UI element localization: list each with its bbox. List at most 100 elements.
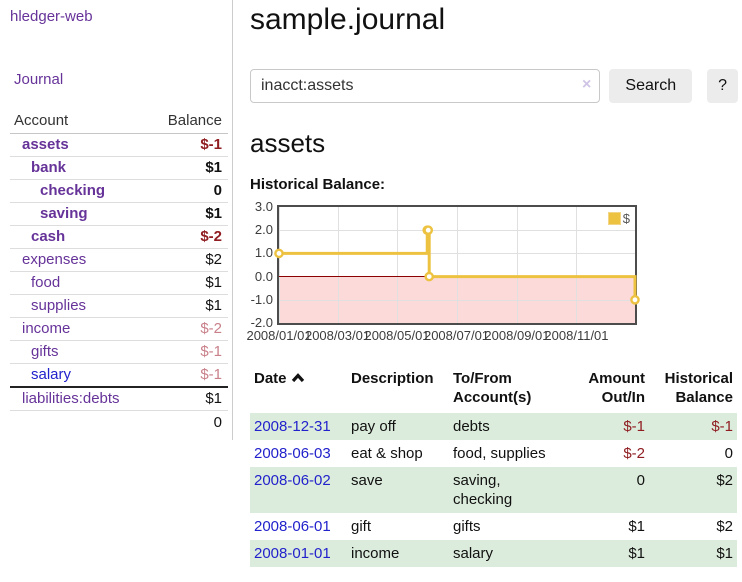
register-amount: $1 — [628, 545, 645, 562]
account-row: saving $1 — [10, 203, 228, 226]
search-input[interactable] — [250, 69, 601, 103]
register-description: gift — [351, 518, 372, 535]
balance-chart: $ 3.0 2.0 1.0 0.0 -1.0 -2.0 2008/01/01 2008/03/… — [246, 199, 738, 345]
accounts-table: Account Balance assets $-1 bank $1 checking 0… — [10, 110, 228, 433]
register-row: 2008-06-01 gift gifts $1 $2 — [250, 513, 737, 540]
register-amount: $-2 — [623, 445, 645, 462]
account-name-link[interactable]: checking — [40, 182, 106, 199]
account-balance: 0 — [213, 182, 222, 199]
account-name-link[interactable]: liabilities:debts — [22, 390, 120, 407]
register-accounts: saving, checking — [453, 472, 513, 508]
register-date-link[interactable]: 2008-06-02 — [254, 472, 331, 489]
register-amount: 0 — [636, 472, 645, 489]
register-description: income — [351, 545, 400, 562]
register-date-link[interactable]: 2008-12-31 — [254, 418, 331, 435]
y-axis-label: 1.0 — [254, 245, 273, 261]
register-date-link[interactable]: 2008-01-01 — [254, 545, 331, 562]
grid-line — [516, 207, 518, 323]
clear-search-icon[interactable]: × — [582, 76, 592, 93]
y-axis-label: 3.0 — [254, 199, 273, 214]
x-axis-label: 2008/11/01 — [544, 328, 609, 343]
account-row: cash $-2 — [10, 226, 228, 249]
sort-ascending-icon — [291, 369, 305, 388]
account-row: assets $-1 — [10, 134, 228, 157]
account-balance: $1 — [205, 159, 222, 176]
register-balance: $1 — [716, 545, 733, 562]
accounts-header-account: Account — [14, 112, 69, 129]
register-row: 2008-01-01 income salary $1 $1 — [250, 540, 737, 567]
account-balance: $2 — [205, 251, 222, 268]
account-balance: $1 — [205, 274, 222, 291]
register-balance: $2 — [716, 472, 733, 489]
column-header-description: Description — [351, 370, 434, 387]
account-name-link[interactable]: cash — [31, 228, 66, 245]
chart-plot-area: $ — [274, 205, 640, 325]
main-content: sample.journal × Search ? assets Histori… — [246, 0, 738, 567]
search-button[interactable]: Search — [609, 69, 693, 103]
search-bar: × Search ? — [250, 69, 738, 103]
account-row: income $-2 — [10, 318, 228, 341]
account-row: food $1 — [10, 272, 228, 295]
column-header-amount: Amount Out/In — [588, 370, 645, 406]
y-axis-label: -2.0 — [250, 315, 273, 330]
account-name-link[interactable]: expenses — [22, 251, 87, 268]
account-row: expenses $2 — [10, 249, 228, 272]
column-header-balance: Historical Balance — [664, 370, 733, 406]
account-name-link[interactable]: saving — [40, 205, 88, 222]
sidebar: hledger-web Journal Account Balance asse… — [0, 0, 233, 440]
chart-title: Historical Balance: — [250, 176, 386, 193]
account-name-link[interactable]: income — [22, 320, 71, 337]
account-balance: $1 — [205, 205, 222, 222]
account-name-link[interactable]: bank — [31, 159, 67, 176]
register-accounts: gifts — [453, 518, 481, 535]
account-title: assets — [250, 128, 326, 158]
register-row: 2008-06-02 save saving, checking 0 $2 — [250, 467, 737, 513]
register-balance: 0 — [724, 445, 733, 462]
legend-label: $ — [622, 211, 630, 226]
account-balance: $-1 — [200, 366, 222, 383]
register-amount: $-1 — [623, 418, 645, 435]
register-balance: $2 — [716, 518, 733, 535]
register-header-row: Date Description To/From Account(s) Amou… — [250, 367, 737, 413]
data-point-marker — [424, 271, 435, 282]
register-description: pay off — [351, 418, 396, 435]
brand-link[interactable]: hledger-web — [10, 8, 93, 25]
y-axis-label: 2.0 — [254, 222, 273, 238]
accounts-total-value: 0 — [213, 414, 222, 431]
register-date-link[interactable]: 2008-06-03 — [254, 445, 331, 462]
account-name-link[interactable]: gifts — [31, 343, 59, 360]
account-balance: $-2 — [200, 320, 222, 337]
page-title: sample.journal — [250, 3, 446, 36]
balance-line-series — [274, 225, 640, 305]
account-name-link[interactable]: supplies — [31, 297, 87, 314]
x-axis-label: 2008/01/01 — [246, 328, 312, 343]
register-table: Date Description To/From Account(s) Amou… — [250, 367, 737, 567]
account-balance: $-1 — [200, 136, 222, 153]
y-axis-label: 0.0 — [254, 268, 273, 284]
x-axis-label: 2008/09/01 — [484, 328, 550, 343]
x-axis-label: 2008/05/01 — [364, 328, 430, 343]
help-button[interactable]: ? — [707, 69, 738, 103]
register-accounts: food, supplies — [453, 445, 546, 462]
accounts-header-balance: Balance — [167, 112, 222, 129]
grid-line — [279, 207, 280, 323]
column-header-accounts: To/From Account(s) — [453, 370, 532, 406]
column-header-date[interactable]: Date — [250, 367, 347, 413]
account-rows: assets $-1 bank $1 checking 0 saving $1 cash $-2 e… — [10, 134, 228, 411]
account-name-link[interactable]: salary — [31, 366, 72, 383]
data-point-marker — [630, 295, 640, 305]
account-name-link[interactable]: assets — [22, 136, 69, 153]
chart-legend: $ — [607, 211, 630, 226]
register-accounts: salary — [453, 545, 494, 562]
account-row: gifts $-1 — [10, 341, 228, 364]
register-date-link[interactable]: 2008-06-01 — [254, 518, 331, 535]
nav-journal-link[interactable]: Journal — [14, 71, 64, 88]
account-balance: $-2 — [200, 228, 222, 245]
account-row: liabilities:debts $1 — [10, 388, 228, 411]
x-axis-label: 2008/03/01 — [304, 328, 371, 343]
data-point-marker — [423, 225, 434, 236]
account-row: checking 0 — [10, 180, 228, 203]
account-row: supplies $1 — [10, 295, 228, 318]
account-name-link[interactable]: food — [31, 274, 61, 291]
account-row: salary $-1 — [10, 364, 228, 388]
